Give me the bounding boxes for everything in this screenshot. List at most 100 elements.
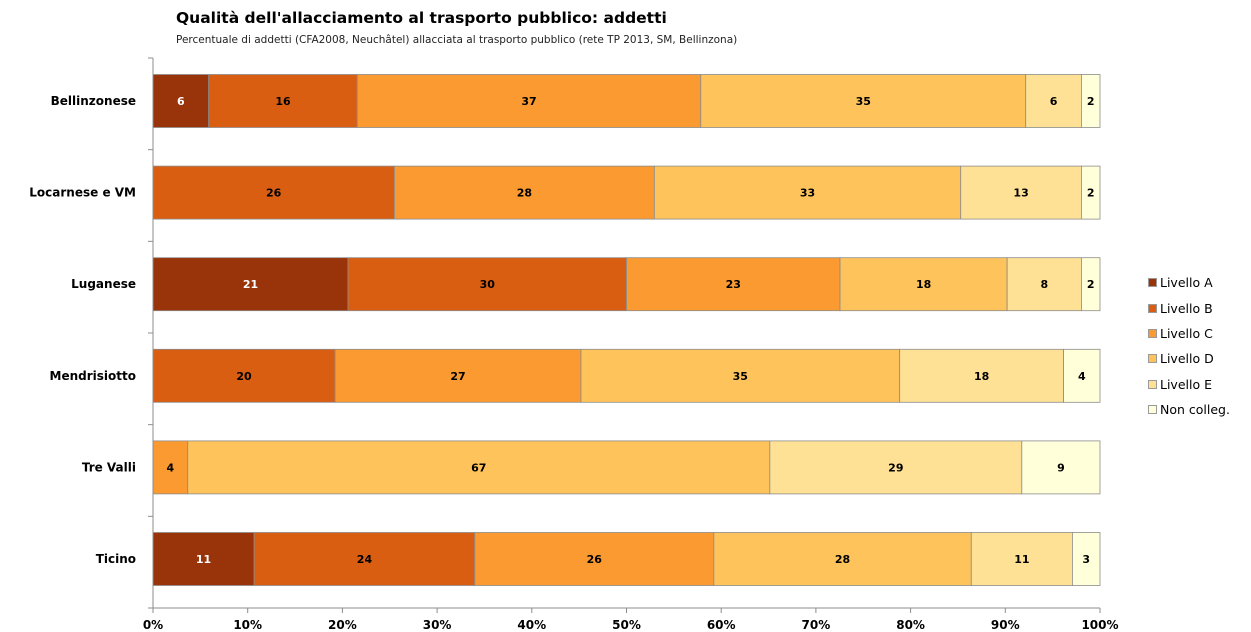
data-label: 35 — [856, 95, 871, 108]
x-tick-label: 50% — [612, 618, 641, 632]
data-label: 11 — [1014, 553, 1029, 566]
bar-segment — [356, 74, 702, 128]
x-tick-label: 40% — [517, 618, 546, 632]
bar-segment — [839, 257, 1008, 312]
bar-segment — [960, 165, 1082, 220]
bar-segment — [334, 348, 582, 403]
bar-segment — [626, 257, 841, 312]
bar-segment — [653, 165, 962, 220]
legend-label: Livello D — [1160, 351, 1214, 367]
category-label: Locarnese e VM — [29, 186, 136, 200]
category-label: Ticino — [96, 552, 136, 566]
legend-item: Livello C — [1148, 321, 1230, 346]
data-label: 3 — [1082, 553, 1090, 566]
bar-segment — [1072, 532, 1101, 586]
data-label: 16 — [275, 95, 291, 108]
x-tick-label: 80% — [896, 618, 925, 632]
chart-legend: Livello A Livello B Livello C Livello D Live… — [1148, 270, 1230, 422]
legend-item: Livello A — [1148, 270, 1230, 295]
bar-segment — [899, 348, 1064, 403]
data-label: 28 — [517, 187, 532, 200]
bar-segment — [152, 532, 255, 586]
bar-segment — [1081, 257, 1101, 312]
bar-segment — [970, 532, 1073, 586]
data-label: 24 — [357, 553, 373, 566]
legend-swatch — [1148, 405, 1157, 415]
legend-item: Non colleg. — [1148, 397, 1230, 422]
bar-segment — [393, 165, 655, 220]
data-label: 11 — [196, 553, 211, 566]
bar-segment — [187, 440, 771, 495]
category-label: Tre Valli — [82, 460, 136, 474]
bar-segment — [700, 74, 1027, 128]
legend-item: Livello B — [1148, 295, 1230, 320]
bar-segment — [1081, 165, 1101, 220]
bar-segment — [1063, 348, 1101, 403]
bar-segment — [1081, 74, 1101, 128]
bar-segment — [1025, 74, 1082, 128]
data-label: 21 — [243, 278, 258, 291]
data-label: 2 — [1087, 278, 1095, 291]
legend-label: Non colleg. — [1160, 402, 1230, 418]
data-label: 28 — [835, 553, 850, 566]
data-label: 27 — [450, 370, 465, 383]
legend-item: Livello D — [1148, 346, 1230, 371]
data-label: 29 — [888, 461, 903, 474]
data-label: 30 — [480, 278, 496, 291]
data-label: 2 — [1087, 187, 1095, 200]
data-label: 18 — [916, 278, 931, 291]
bar-segment — [713, 532, 972, 586]
chart-subtitle: Percentuale di addetti (CFA2008, Neuchât… — [176, 34, 738, 46]
legend-item: Livello E — [1148, 372, 1230, 397]
data-label: 20 — [236, 370, 252, 383]
bar-segment — [769, 440, 1023, 495]
legend-label: Livello B — [1160, 300, 1213, 316]
legend-label: Livello A — [1160, 275, 1213, 291]
data-label: 2 — [1087, 95, 1095, 108]
bar-segment — [152, 74, 210, 128]
category-label: Luganese — [71, 277, 136, 291]
data-label: 67 — [471, 461, 486, 474]
legend-swatch — [1148, 354, 1157, 364]
x-tick-label: 60% — [707, 618, 736, 632]
category-label: Mendrisiotto — [50, 369, 136, 383]
data-label: 4 — [1078, 370, 1086, 383]
x-tick-label: 20% — [328, 618, 357, 632]
bar-segment — [474, 532, 715, 586]
x-tick-label: 10% — [233, 618, 262, 632]
data-label: 33 — [800, 187, 815, 200]
data-label: 35 — [733, 370, 748, 383]
bar-segment — [152, 165, 395, 220]
data-label: 37 — [521, 95, 536, 108]
bar-segment — [1021, 440, 1101, 495]
data-label: 8 — [1040, 278, 1048, 291]
data-label: 26 — [266, 187, 282, 200]
x-tick-label: 100% — [1081, 618, 1118, 632]
x-tick-label: 90% — [991, 618, 1020, 632]
x-tick-label: 70% — [802, 618, 831, 632]
legend-swatch — [1148, 303, 1157, 313]
legend-label: Livello C — [1160, 325, 1213, 341]
legend-label: Livello E — [1160, 376, 1212, 392]
category-label: Bellinzonese — [51, 94, 136, 108]
data-label: 6 — [1050, 95, 1058, 108]
x-tick-label: 0% — [143, 618, 163, 632]
legend-swatch — [1148, 328, 1157, 338]
bar-segment — [580, 348, 901, 403]
data-label: 13 — [1013, 187, 1028, 200]
data-label: 9 — [1057, 461, 1065, 474]
chart-title: Qualità dell'allacciamento al trasporto … — [176, 9, 667, 27]
data-label: 4 — [167, 461, 175, 474]
bar-segment — [1006, 257, 1082, 312]
legend-swatch — [1148, 379, 1157, 389]
legend-swatch — [1148, 278, 1157, 288]
data-label: 23 — [726, 278, 741, 291]
bar-segment — [152, 257, 349, 312]
bar-segment — [152, 348, 336, 403]
x-tick-label: 30% — [423, 618, 452, 632]
data-label: 18 — [974, 370, 989, 383]
data-label: 26 — [587, 553, 603, 566]
data-label: 6 — [177, 95, 185, 108]
bar-segment — [253, 532, 476, 586]
